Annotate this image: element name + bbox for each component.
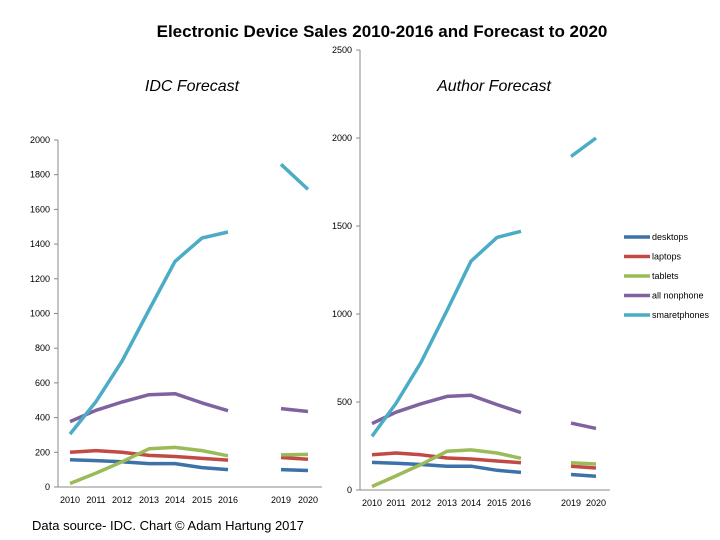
author-y-tick-label: 0 <box>347 485 352 495</box>
author-x-tick-label: 2016 <box>511 498 531 508</box>
author-y-tick-label: 2500 <box>332 45 352 55</box>
idc-tablets-forecast-line <box>281 454 308 455</box>
idc-x-tick-label: 2010 <box>60 495 80 505</box>
idc-x-tick-label: 2011 <box>86 495 105 505</box>
idc-y-tick-label: 800 <box>35 343 50 353</box>
author-forecast-title: Author Forecast <box>436 78 551 95</box>
author-x-tick-label: 2011 <box>386 498 405 508</box>
author-y-tick-label: 500 <box>337 397 352 407</box>
idc-y-tick-label: 1000 <box>30 309 50 319</box>
idc-y-tick-label: 1400 <box>30 239 50 249</box>
idc-laptops-forecast-line <box>281 458 308 460</box>
legend-label-nonphone: all nonphone <box>652 291 704 301</box>
author-x-tick-label: 2012 <box>411 498 431 508</box>
idc-nonphone-line <box>70 394 228 422</box>
idc-y-tick-label: 400 <box>35 413 50 423</box>
author-x-tick-label: 2013 <box>437 498 457 508</box>
idc-forecast-panel: IDC Forecast 0 200 400 600 800 1000 1200 1400 16… <box>30 78 322 505</box>
idc-y-tick-label: 0 <box>45 482 50 492</box>
author-forecast-panel: Author Forecast 0 500 1000 1500 2000 2500 2010… <box>332 45 610 508</box>
author-x-tick-label: 2019 <box>561 498 581 508</box>
idc-forecast-title: IDC Forecast <box>145 78 240 95</box>
idc-tablets-line <box>70 447 228 483</box>
legend-label-desktops: desktops <box>652 232 689 242</box>
chart-canvas: Electronic Device Sales 2010-2016 and Fo… <box>0 0 720 540</box>
author-smartphones-forecast-line <box>571 138 596 157</box>
idc-y-tick-label: 2000 <box>30 135 50 145</box>
author-x-tick-label: 2014 <box>461 498 481 508</box>
idc-x-tick-label: 2016 <box>218 495 238 505</box>
legend-label-smartphones: smaretphones <box>652 310 710 320</box>
idc-x-tick-label: 2019 <box>271 495 291 505</box>
idc-x-tick-label: 2014 <box>165 495 185 505</box>
idc-desktops-forecast-line <box>281 470 308 471</box>
author-nonphone-forecast-line <box>571 423 596 428</box>
idc-nonphone-forecast-line <box>281 409 308 412</box>
legend-label-laptops: laptops <box>652 252 682 262</box>
author-tablets-forecast-line <box>571 463 596 464</box>
idc-y-tick-label: 1600 <box>30 204 50 214</box>
idc-x-tick-label: 2020 <box>298 495 318 505</box>
author-laptops-forecast-line <box>571 466 596 468</box>
idc-smartphones-forecast-line <box>281 164 308 189</box>
author-nonphone-line <box>372 395 521 423</box>
idc-x-tick-label: 2013 <box>139 495 159 505</box>
author-x-tick-label: 2015 <box>487 498 507 508</box>
author-tablets-line <box>372 450 521 487</box>
author-desktops-forecast-line <box>571 475 596 477</box>
author-x-tick-label: 2020 <box>586 498 606 508</box>
data-source-note: Data source- IDC. Chart © Adam Hartung 2… <box>32 518 304 533</box>
author-desktops-line <box>372 462 521 472</box>
idc-desktops-line <box>70 460 228 470</box>
author-x-tick-label: 2010 <box>362 498 382 508</box>
author-y-tick-label: 1500 <box>332 221 352 231</box>
author-y-tick-label: 1000 <box>332 309 352 319</box>
idc-y-tick-label: 200 <box>35 447 50 457</box>
legend-label-tablets: tablets <box>652 271 679 281</box>
author-y-tick-label: 2000 <box>332 133 352 143</box>
idc-y-tick-label: 1800 <box>30 170 50 180</box>
legend: desktops laptops tablets all nonphone smaret… <box>624 232 710 320</box>
idc-x-tick-label: 2015 <box>192 495 212 505</box>
idc-y-tick-label: 1200 <box>30 274 50 284</box>
idc-x-tick-label: 2012 <box>112 495 132 505</box>
idc-y-tick-label: 600 <box>35 378 50 388</box>
chart-title: Electronic Device Sales 2010-2016 and Fo… <box>157 22 608 41</box>
